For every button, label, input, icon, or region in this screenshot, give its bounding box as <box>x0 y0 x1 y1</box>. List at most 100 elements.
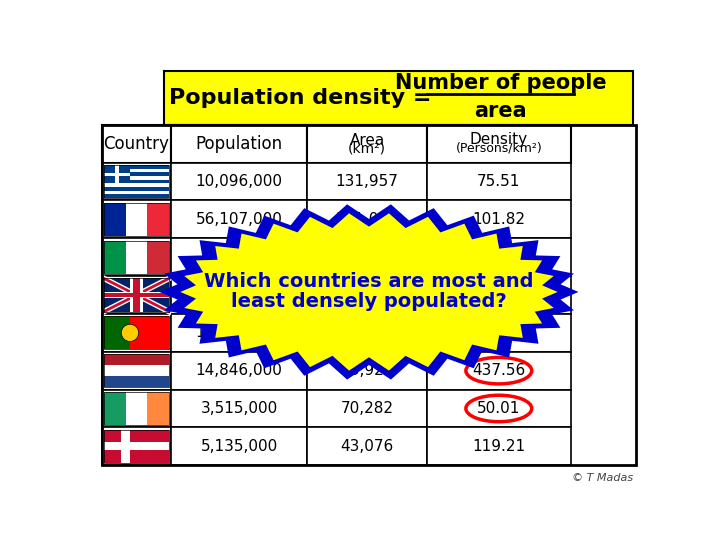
Bar <box>104 430 169 463</box>
Bar <box>307 163 427 200</box>
Bar <box>171 125 307 163</box>
Bar <box>427 163 570 200</box>
Bar <box>427 125 570 163</box>
Bar <box>307 352 427 389</box>
Bar <box>102 238 171 276</box>
Bar <box>104 184 169 187</box>
Bar <box>130 279 143 312</box>
Bar <box>104 241 126 274</box>
Polygon shape <box>160 204 578 380</box>
Bar <box>427 389 570 427</box>
Text: 10,372,000: 10,372,000 <box>196 325 283 340</box>
Bar <box>130 316 169 349</box>
Text: Population: Population <box>196 135 283 153</box>
Bar <box>102 314 171 352</box>
Text: (Persons/km²): (Persons/km²) <box>456 141 542 154</box>
Bar <box>104 191 169 194</box>
Bar <box>163 71 632 125</box>
Bar <box>133 279 140 312</box>
Bar <box>307 389 427 427</box>
Bar <box>104 203 126 236</box>
Bar <box>427 314 570 352</box>
Text: 437.56: 437.56 <box>472 363 526 378</box>
Text: 199.67: 199.67 <box>472 249 526 265</box>
Polygon shape <box>177 212 561 373</box>
Text: 5,135,000: 5,135,000 <box>201 439 278 454</box>
Bar <box>171 389 307 427</box>
Bar <box>427 352 570 389</box>
Text: 43,076: 43,076 <box>341 439 394 454</box>
Bar <box>102 200 171 238</box>
Text: Population density =: Population density = <box>169 88 431 108</box>
Bar <box>171 238 307 276</box>
Circle shape <box>121 324 139 341</box>
Bar <box>104 292 169 298</box>
Text: Area: Area <box>349 133 384 148</box>
Bar <box>427 238 570 276</box>
Text: Density: Density <box>469 132 528 147</box>
Bar <box>307 276 427 314</box>
Bar <box>102 125 636 465</box>
Bar <box>307 314 427 352</box>
Bar <box>104 354 169 365</box>
Bar <box>104 354 169 387</box>
Bar <box>102 276 171 314</box>
Bar <box>104 203 169 236</box>
Bar <box>104 316 169 349</box>
Text: 75.51: 75.51 <box>477 174 521 189</box>
Text: 88,500: 88,500 <box>341 325 394 340</box>
Bar <box>102 163 171 200</box>
Bar <box>121 430 130 463</box>
Bar <box>307 200 427 238</box>
Bar <box>104 392 126 425</box>
Bar <box>171 314 307 352</box>
Text: Country: Country <box>104 135 169 153</box>
Bar <box>104 316 130 349</box>
Bar <box>148 241 169 274</box>
Bar <box>104 168 169 172</box>
Bar <box>171 276 307 314</box>
Text: 101.82: 101.82 <box>472 212 526 227</box>
Bar <box>102 389 171 427</box>
Bar <box>307 125 427 163</box>
Bar <box>102 125 171 163</box>
Text: least densely populated?: least densely populated? <box>231 292 507 310</box>
Bar <box>104 165 130 184</box>
Bar <box>104 376 169 387</box>
Bar <box>104 241 169 274</box>
Text: Which countries are most and: Which countries are most and <box>204 272 534 291</box>
Bar <box>102 427 171 465</box>
Bar <box>427 200 570 238</box>
Bar <box>104 194 169 198</box>
Bar <box>104 392 169 425</box>
Text: 70,282: 70,282 <box>341 401 394 416</box>
Text: 119.21: 119.21 <box>472 439 526 454</box>
Text: (km²): (km²) <box>348 141 386 156</box>
Bar <box>171 200 307 238</box>
Bar <box>104 279 169 312</box>
Bar <box>126 392 148 425</box>
Bar <box>104 279 169 312</box>
Text: 56,107,000: 56,107,000 <box>196 212 283 227</box>
Bar <box>102 352 171 389</box>
Text: 3,515,000: 3,515,000 <box>201 401 278 416</box>
Bar <box>126 241 148 274</box>
Bar <box>104 365 169 376</box>
Bar <box>104 187 169 191</box>
Bar <box>104 173 130 176</box>
Bar <box>126 203 148 236</box>
Text: 10,096,000: 10,096,000 <box>196 174 283 189</box>
Bar <box>171 427 307 465</box>
Text: area: area <box>474 101 527 121</box>
Bar <box>104 442 169 450</box>
Bar <box>115 165 119 184</box>
Bar <box>104 165 169 168</box>
Bar <box>427 427 570 465</box>
Text: 131,957: 131,957 <box>336 174 398 189</box>
Text: 50.01: 50.01 <box>477 401 521 416</box>
Bar <box>104 176 169 180</box>
Bar <box>427 276 570 314</box>
Bar <box>104 293 169 296</box>
Bar <box>148 392 169 425</box>
Bar <box>171 163 307 200</box>
